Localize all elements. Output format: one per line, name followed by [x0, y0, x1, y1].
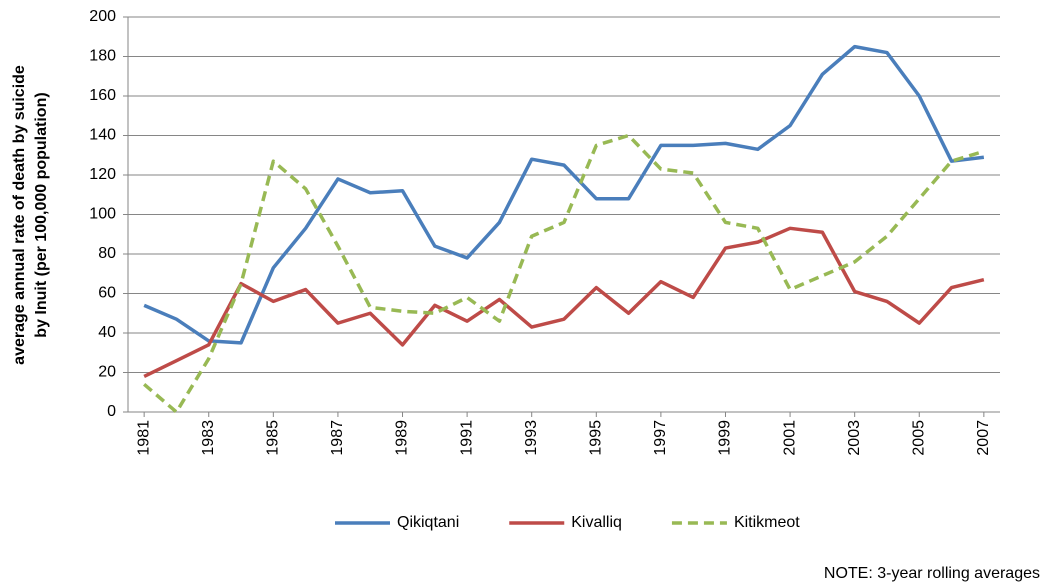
series-line — [143, 133, 985, 414]
y-tick-label: 0 — [107, 403, 116, 420]
legend-label: Kitikmeot — [734, 514, 800, 531]
x-tick-label: 1989 — [394, 420, 411, 456]
series-line — [143, 226, 985, 379]
y-tick-label: 140 — [89, 127, 116, 144]
legend-label: Qikiqtani — [397, 514, 459, 531]
x-tick-label: 1997 — [652, 420, 669, 456]
x-tick-label: 1983 — [200, 420, 217, 456]
x-tick-label: 2007 — [975, 420, 992, 456]
x-tick-label: 1985 — [265, 420, 282, 456]
y-tick-label: 160 — [89, 87, 116, 104]
x-tick-label: 1987 — [329, 420, 346, 456]
y-tick-label: 100 — [89, 206, 116, 223]
x-tick-label: 2003 — [846, 420, 863, 456]
legend-label: Kivalliq — [571, 514, 622, 531]
y-tick-label: 200 — [89, 8, 116, 25]
x-tick-label: 1993 — [523, 420, 540, 456]
x-tick-label: 2001 — [781, 420, 798, 456]
y-tick-label: 60 — [98, 285, 116, 302]
series-line — [143, 44, 985, 345]
y-tick-label: 180 — [89, 48, 116, 65]
x-tick-label: 1995 — [588, 420, 605, 456]
y-axis-label: average annual rate of death by suicide — [11, 65, 28, 365]
y-tick-label: 40 — [98, 324, 116, 341]
x-tick-label: 1981 — [135, 420, 152, 456]
y-tick-label: 80 — [98, 245, 116, 262]
y-axis-label: by Inuit (per 100,000 population) — [33, 92, 50, 337]
note: NOTE: 3-year rolling averages — [824, 565, 1040, 582]
x-tick-label: 1999 — [717, 420, 734, 456]
y-tick-label: 20 — [98, 364, 116, 381]
x-tick-label: 2005 — [910, 420, 927, 456]
x-tick-label: 1991 — [458, 420, 475, 456]
y-tick-label: 120 — [89, 166, 116, 183]
